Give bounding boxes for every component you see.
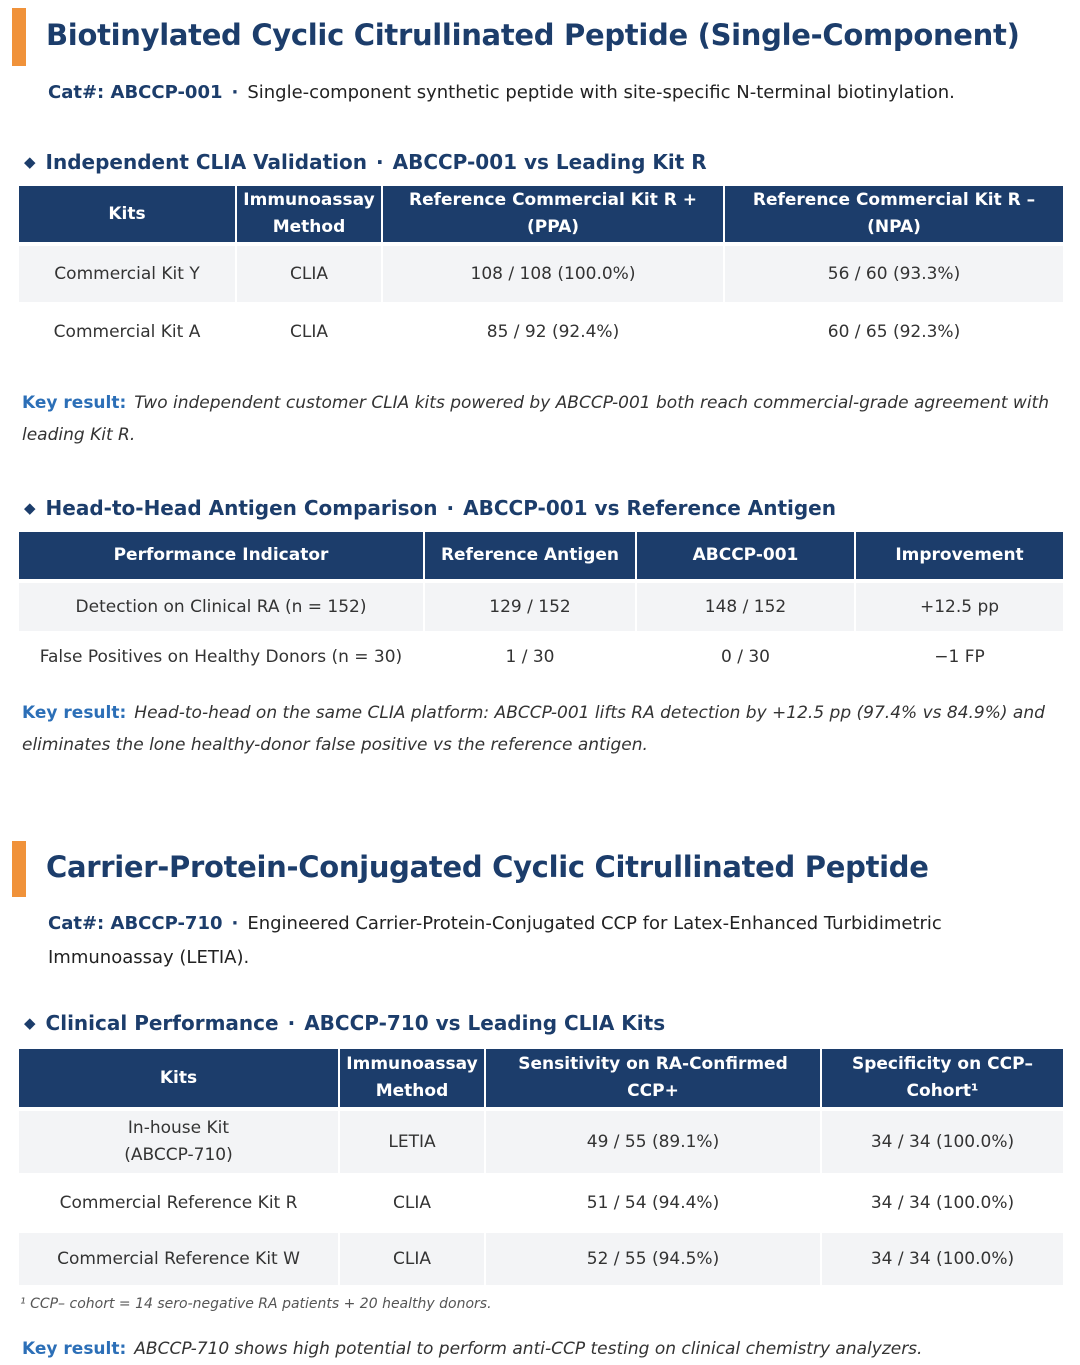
catalog-line: Cat#: ABCCP-710 · Engineered Carrier-Prote… (48, 907, 1048, 975)
key-result-text: Two independent customer CLIA kits power… (22, 393, 1049, 445)
table-row: False Positives on Healthy Donors (n = 3… (19, 631, 1063, 683)
table-cell: CLIA (338, 1173, 485, 1233)
table-cell: 148 / 152 (635, 583, 855, 631)
clinical-performance-table: Kits Immunoassay Method Sensitivity on R… (19, 1049, 1063, 1285)
table-cell: 129 / 152 (423, 583, 636, 631)
key-result-label: Key result: (22, 703, 127, 723)
antigen-comparison-table: Performance Indicator Reference Antigen … (19, 532, 1063, 683)
catalog-number: Cat#: ABCCP-001 (48, 82, 223, 103)
section-title: Carrier-Protein-Conjugated Cyclic Citrul… (46, 850, 929, 884)
key-result-label: Key result: (22, 393, 127, 413)
table-row: Commercial Reference Kit R CLIA 51 / 54 … (19, 1173, 1063, 1233)
table-cell: Commercial Kit Y (19, 246, 236, 302)
diamond-icon: ◆ (24, 499, 36, 517)
table-cell: Commercial Kit A (53, 321, 201, 342)
table-cell: 0 / 30 (635, 631, 855, 683)
table-cell: +12.5 pp (854, 583, 1063, 631)
column-header: Performance Indicator (19, 532, 424, 579)
table-cell: 34 / 34 (100.0%) (820, 1233, 1063, 1285)
table-cell: 56 / 60 (93.3%) (723, 246, 1063, 302)
table-row: Commercial Kit Y CLIA 108 / 108 (100.0%)… (19, 246, 1063, 302)
key-result: Key result: Two independent customer CLIA… (22, 387, 1052, 451)
table-cell: CLIA (235, 246, 382, 302)
catalog-description: Engineered Carrier-Protein-Conjugated CC… (48, 913, 942, 968)
table-row: Commercial Kit A CLIA 85 / 92 (92.4%) 60… (19, 302, 1063, 362)
column-header: Specificity on CCP– Cohort¹ (820, 1049, 1063, 1107)
catalog-description: Single-component synthetic peptide with … (247, 82, 955, 103)
catalog-line: Cat#: ABCCP-001 · Single-component synthet… (48, 76, 955, 110)
table-cell: Commercial Reference Kit R (59, 1192, 298, 1213)
table-cell: 85 / 92 (92.4%) (381, 302, 724, 362)
footnote: ¹ CCP– cohort = 14 sero-negative RA pati… (20, 1296, 492, 1312)
table-header-row: Kits Immunoassay Method Reference Commer… (19, 186, 1063, 242)
table-cell: −1 FP (854, 631, 1063, 683)
column-header: Improvement (854, 532, 1063, 579)
key-result: Key result: Head-to-head on the same CLIA… (22, 697, 1052, 761)
column-header: Sensitivity on RA-Confirmed CCP+ (484, 1049, 821, 1107)
diamond-icon: ◆ (24, 1014, 36, 1032)
section-title: Biotinylated Cyclic Citrullinated Peptid… (46, 18, 1020, 52)
column-header: ABCCP-001 (635, 532, 855, 579)
table-cell: 34 / 34 (100.0%) (820, 1111, 1063, 1173)
table-cell: CLIA (338, 1233, 485, 1285)
column-header: Reference Antigen (423, 532, 636, 579)
subsection-heading: ◆ Head-to-Head Antigen Comparison · ABCCP-0… (24, 496, 836, 520)
table-cell: False Positives on Healthy Donors (n = 3… (39, 646, 403, 667)
accent-bar (12, 841, 26, 897)
column-header: Reference Commercial Kit R + (PPA) (381, 186, 724, 242)
column-header: Kits (19, 186, 236, 242)
table-cell: LETIA (338, 1111, 485, 1173)
table-row: Detection on Clinical RA (n = 152) 129 /… (19, 583, 1063, 631)
column-header: Immunoassay Method (338, 1049, 485, 1107)
table-header-row: Performance Indicator Reference Antigen … (19, 532, 1063, 579)
table-row: Commercial Reference Kit W CLIA 52 / 55 … (19, 1233, 1063, 1285)
diamond-icon: ◆ (24, 153, 36, 171)
separator: · (231, 82, 239, 103)
catalog-number: Cat#: ABCCP-710 (48, 913, 223, 934)
table-cell: Commercial Reference Kit W (19, 1233, 339, 1285)
table-cell: 51 / 54 (94.4%) (484, 1173, 821, 1233)
table-cell: Detection on Clinical RA (n = 152) (19, 583, 424, 631)
table-cell: 1 / 30 (423, 631, 636, 683)
key-result-label: Key result: (22, 1339, 127, 1359)
clia-validation-table: Kits Immunoassay Method Reference Commer… (19, 186, 1063, 362)
key-result-text: ABCCP-710 shows high potential to perfor… (134, 1339, 923, 1359)
table-cell: In-house Kit (ABCCP-710) (19, 1111, 339, 1173)
table-cell: 108 / 108 (100.0%) (381, 246, 724, 302)
subsection-heading: ◆ Clinical Performance · ABCCP-710 vs Leadi… (24, 1011, 666, 1035)
column-header: Kits (19, 1049, 339, 1107)
table-cell: 34 / 34 (100.0%) (820, 1173, 1063, 1233)
key-result: Key result: ABCCP-710 shows high potentia… (22, 1333, 1052, 1365)
table-cell: 52 / 55 (94.5%) (484, 1233, 821, 1285)
accent-bar (12, 8, 26, 66)
table-cell: CLIA (235, 302, 382, 362)
table-cell: 60 / 65 (92.3%) (723, 302, 1063, 362)
column-header: Reference Commercial Kit R – (NPA) (723, 186, 1063, 242)
key-result-text: Head-to-head on the same CLIA platform: … (22, 703, 1045, 755)
table-cell: 49 / 55 (89.1%) (484, 1111, 821, 1173)
table-header-row: Kits Immunoassay Method Sensitivity on R… (19, 1049, 1063, 1107)
subsection-heading: ◆ Independent CLIA Validation · ABCCP-001 v… (24, 150, 707, 174)
column-header: Immunoassay Method (235, 186, 382, 242)
table-row: In-house Kit (ABCCP-710) LETIA 49 / 55 (… (19, 1111, 1063, 1173)
separator: · (231, 913, 239, 934)
